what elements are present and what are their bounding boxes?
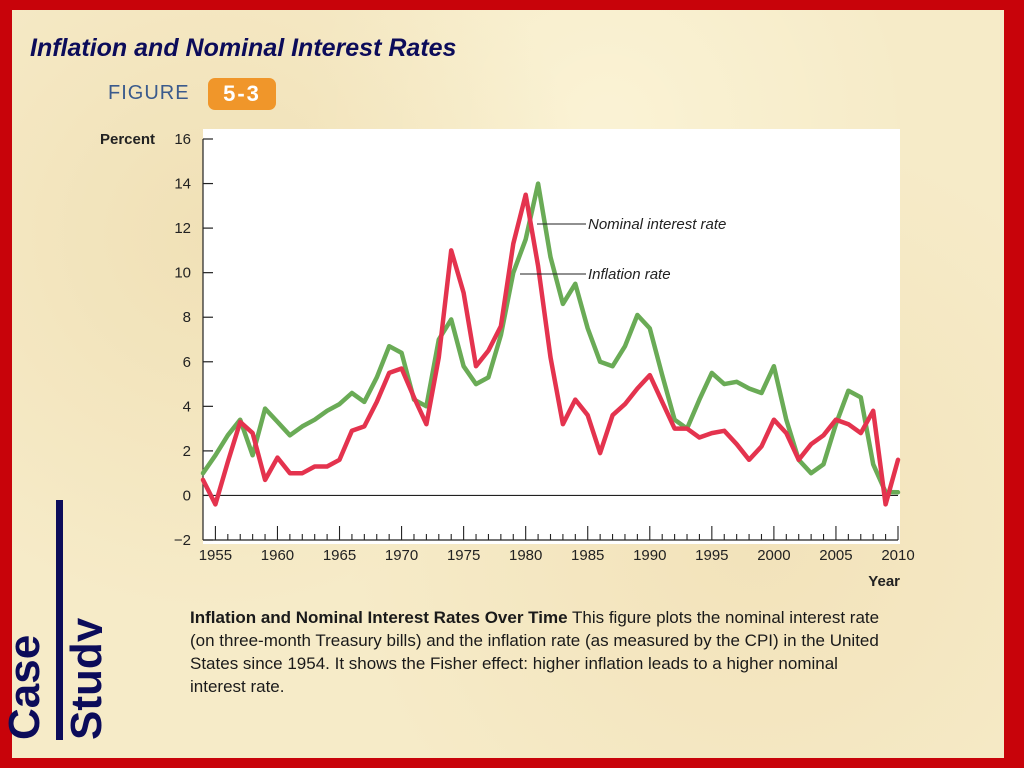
x-tick-label: 1980: [509, 547, 542, 564]
x-axis-label: Year: [868, 573, 900, 590]
x-tick-label: 1990: [633, 547, 666, 564]
series-line-inflation-rate: [200, 192, 901, 507]
y-tick-label: 12: [174, 220, 191, 237]
caption-title: Inflation and Nominal Interest Rates Ove…: [190, 608, 568, 627]
y-tick-label: 8: [183, 309, 191, 326]
y-axis-label: Percent: [100, 131, 155, 148]
series-line-nominal-interest-rate: [200, 181, 901, 495]
y-tick-label: 4: [183, 398, 191, 415]
x-tick-label: 1960: [261, 547, 294, 564]
y-tick-label: 10: [174, 265, 191, 282]
x-tick-label: 1955: [199, 547, 232, 564]
case-word: Case: [0, 634, 49, 740]
x-tick-label: 1970: [385, 547, 418, 564]
y-tick-label: −2: [174, 532, 191, 549]
series-label-nominal-interest-rate: Nominal interest rate: [588, 216, 726, 233]
x-tick-label: 1975: [447, 547, 480, 564]
case-study-label: Case Study: [0, 500, 110, 740]
figure-label: FIGURE: [108, 82, 190, 104]
x-tick-label: 2010: [881, 547, 914, 564]
x-tick-label: 2005: [819, 547, 852, 564]
study-word: Study: [62, 617, 102, 740]
series-label-inflation-rate: Inflation rate: [588, 266, 671, 283]
y-tick-label: 2: [183, 443, 191, 460]
y-tick-label: 16: [174, 131, 191, 148]
y-tick-label: 14: [174, 176, 191, 193]
caption-body: This figure plots the nominal interest r…: [190, 608, 880, 696]
figure-number-badge: 5-3: [208, 78, 276, 110]
plot-area: [203, 129, 900, 544]
case-study-divider: [56, 500, 63, 740]
y-tick-label: 0: [183, 487, 191, 504]
figure-caption: Inflation and Nominal Interest Rates Ove…: [190, 607, 890, 699]
x-tick-label: 1995: [695, 547, 728, 564]
slide-title: Inflation and Nominal Interest Rates: [30, 34, 457, 62]
y-tick-label: 6: [183, 354, 191, 371]
x-tick-label: 1985: [571, 547, 604, 564]
x-tick-label: 1965: [323, 547, 356, 564]
x-tick-label: 2000: [757, 547, 790, 564]
